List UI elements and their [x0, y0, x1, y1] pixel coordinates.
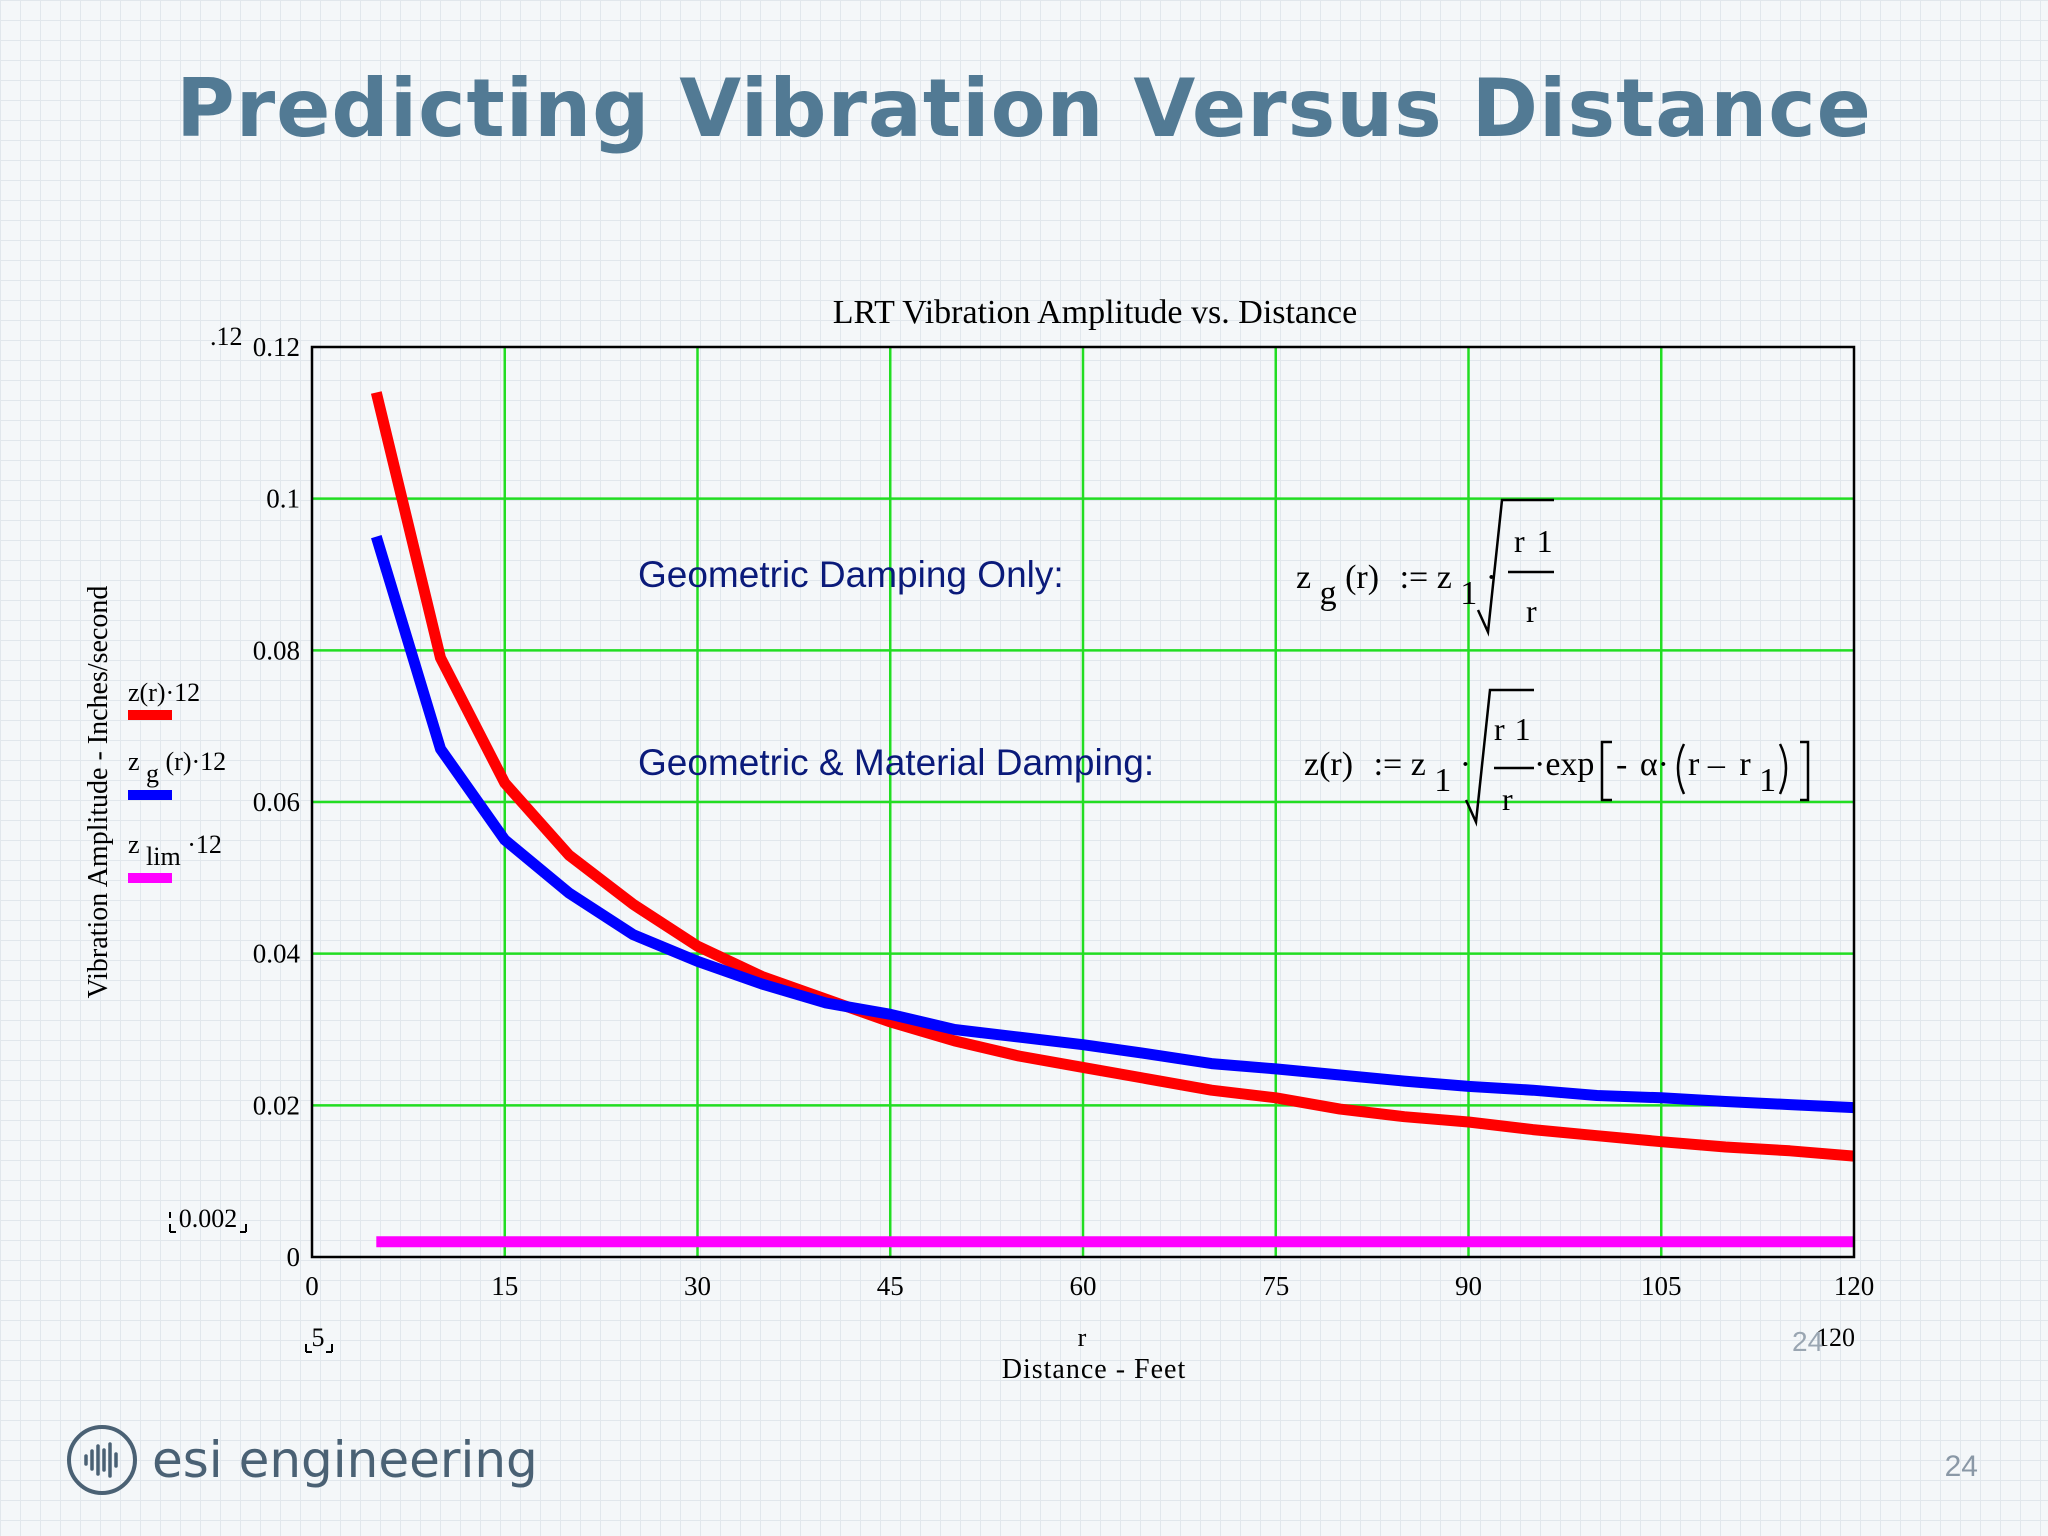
y-tick-labels: 0 0.02 0.04 0.06 0.08 0.1 0.12 [253, 332, 301, 1272]
y-min-marker: 0.002 [179, 1204, 238, 1233]
svg-text:r – r 1: r – r 1 [1688, 746, 1776, 799]
svg-text:·exp: ·exp [1534, 746, 1594, 783]
f1-rhs-z: z [1437, 559, 1452, 596]
y-tick-label-6: 0.12 [253, 332, 300, 362]
legend-magenta-main: z [128, 830, 140, 859]
f2-num-sub: 1 [1515, 711, 1531, 747]
f1-lhs-sub: g [1320, 575, 1337, 612]
legend-magenta-suffix: ·12 [187, 830, 222, 859]
formula-geometric: z g (r) := z 1 · r 1 r [1296, 498, 1554, 637]
f1-num-r: r [1514, 523, 1525, 559]
x-tick-labels: 0 15 30 45 60 75 90 105 120 [305, 1271, 1874, 1301]
f2-num-r: r [1494, 711, 1505, 747]
svg-text:z g (r) :=: z g (r) := z 1 · [1296, 559, 1497, 612]
legend-red-swatch [128, 710, 172, 720]
y-tick-label-5: 0.1 [266, 484, 300, 514]
f2-brackets-icon [1600, 740, 1810, 802]
svg-text:z(r) := z 1: z(r) := z 1 · [1304, 746, 1471, 799]
f2-rhs-sub: 1 [1434, 762, 1451, 799]
f2-exp: ·exp [1534, 746, 1594, 783]
y-tick-label-3: 0.06 [253, 787, 300, 817]
legend: z(r)·12 z g (r)·12 z lim ·12 [128, 678, 226, 883]
x-left-marker: 5 [312, 1323, 325, 1352]
x-tick-label-8: 120 [1834, 1271, 1875, 1301]
f2-lhs: z(r) [1304, 746, 1353, 783]
f1-assign: := [1400, 559, 1429, 596]
f2-inner-r1: r [1739, 746, 1751, 783]
x-tick-label-7: 105 [1641, 1271, 1682, 1301]
y-top-marker: .12 [210, 322, 243, 351]
annotation-geometric-only: Geometric Damping Only: [638, 554, 1064, 595]
f2-inner-r: r – [1688, 746, 1726, 783]
y-tick-label-0: 0 [287, 1242, 301, 1272]
f1-den: r [1526, 593, 1537, 629]
legend-magenta-sub: lim [146, 842, 181, 871]
legend-blue-suffix: (r)·12 [166, 747, 227, 776]
svg-text:r 1: r 1 [1494, 711, 1531, 747]
f1-lhs-z: z [1296, 559, 1311, 596]
f2-parens-icon [1676, 743, 1788, 795]
legend-magenta-swatch [128, 873, 172, 883]
f2-alpha: α· [1640, 746, 1669, 783]
f2-sqrt-icon [1464, 688, 1534, 827]
annotation-geometric-material: Geometric & Material Damping: [638, 742, 1154, 783]
x-tick-label-0: 0 [305, 1271, 319, 1301]
series-line-1 [371, 535, 1855, 1114]
f1-rhs-sub: 1 [1460, 575, 1477, 612]
y-tick-label-4: 0.08 [253, 635, 300, 665]
x-tick-label-1: 15 [491, 1271, 518, 1301]
slide-title: Predicting Vibration Versus Distance [176, 62, 1872, 155]
series-line-0 [370, 391, 1855, 1162]
x-variable-label: r [1078, 1323, 1087, 1352]
svg-text:z g (r)·12: z g (r)·12 [128, 747, 226, 788]
f1-dot: · [1486, 559, 1497, 596]
formula-material: z(r) := z 1 · r 1 r ·exp - α· r – r 1 [1304, 688, 1810, 827]
f2-rhs-z: z [1411, 746, 1426, 783]
f1-lhs-arg: (r) [1345, 559, 1379, 596]
legend-entry-red: z(r)·12 [128, 678, 200, 720]
plot-frame [310, 345, 1856, 1259]
y-axis-label: Vibration Amplitude - Inches/second [83, 586, 114, 999]
legend-blue-swatch [128, 790, 172, 800]
f1-sqrt-icon [1476, 498, 1554, 637]
svg-text:z lim ·12: z lim ·12 [128, 830, 222, 871]
x-tick-label-6: 90 [1455, 1271, 1482, 1301]
f2-minus: - [1616, 746, 1627, 783]
x-tick-label-3: 45 [877, 1271, 904, 1301]
y-tick-label-2: 0.04 [253, 939, 301, 969]
svg-text:- α·: - α· [1616, 746, 1669, 783]
x-axis-label: Distance - Feet [1002, 1354, 1187, 1385]
x-tick-label-2: 30 [684, 1271, 711, 1301]
y-tick-label-1: 0.02 [253, 1090, 300, 1120]
sound-wave-circle-icon [67, 1425, 137, 1495]
f2-inner-sub: 1 [1759, 762, 1776, 799]
svg-text:z(r)·12: z(r)·12 [128, 678, 200, 707]
chart-title: LRT Vibration Amplitude vs. Distance [833, 294, 1357, 331]
x-tick-label-4: 60 [1070, 1271, 1097, 1301]
x-right-marker: 120 [1816, 1323, 1855, 1352]
legend-entry-blue: z g (r)·12 [128, 747, 226, 800]
x-left-marker-group: 5 [305, 1323, 333, 1353]
x-tick-label-5: 75 [1262, 1271, 1289, 1301]
svg-text:r 1: r 1 [1514, 523, 1553, 559]
legend-red-label: z(r)·12 [128, 678, 200, 707]
brand-logo: esi engineering [66, 1424, 538, 1496]
chart-series [370, 391, 1855, 1248]
legend-blue-sub: g [146, 759, 159, 788]
f1-num-sub: 1 [1537, 523, 1553, 559]
brand-name: esi engineering [152, 1431, 538, 1489]
f2-dot: · [1460, 746, 1471, 783]
f2-den: r [1502, 781, 1513, 817]
legend-entry-magenta: z lim ·12 [128, 830, 222, 883]
chart-grid [312, 347, 1854, 1257]
ghost-page-number: 24 [1792, 1326, 1824, 1357]
page-number: 24 [1944, 1450, 1978, 1483]
f2-assign: := [1374, 746, 1403, 783]
y-min-marker-group: 0.002 [169, 1204, 247, 1233]
legend-blue-main: z [128, 747, 140, 776]
